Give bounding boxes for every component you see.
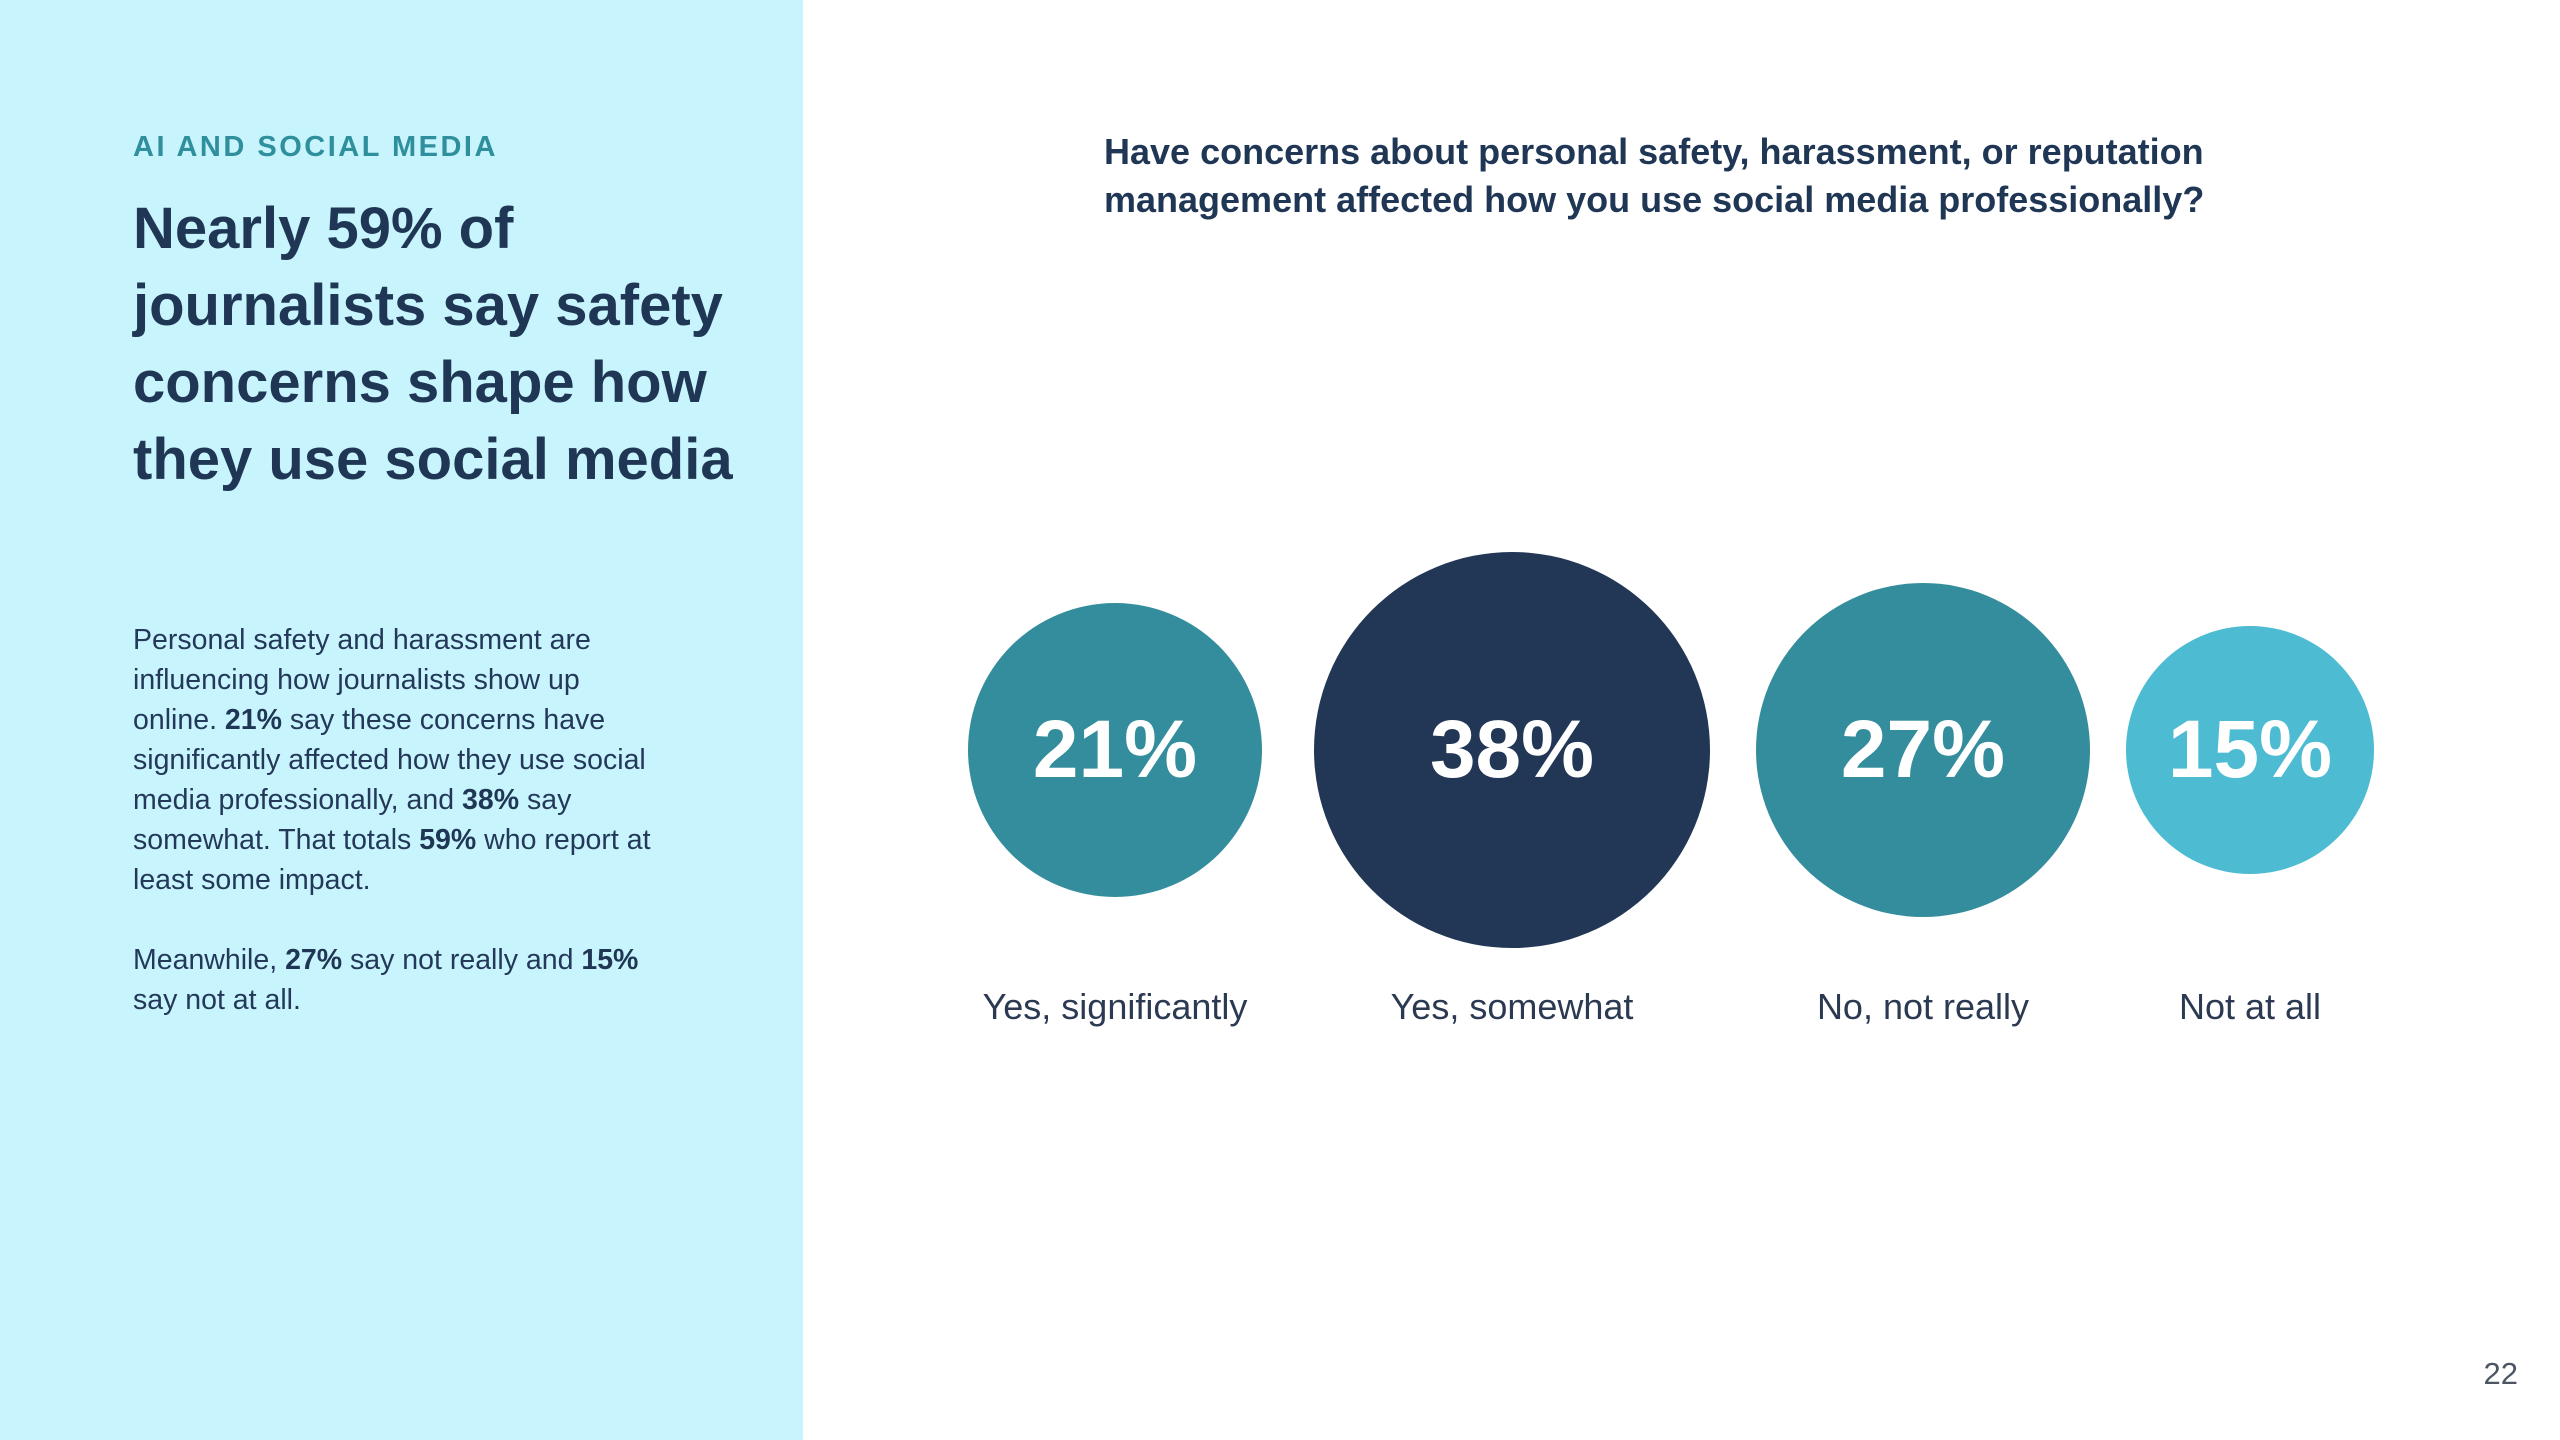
bubble-yes-significantly: 21% <box>967 602 1263 898</box>
body-stat: 59% <box>419 824 477 856</box>
body-text: say these concerns have significantly af… <box>133 704 646 816</box>
bubble-value-label: 21% <box>1032 703 1198 795</box>
body-text: Personal safety and harassment are influ… <box>133 624 591 736</box>
section-label: AI AND SOCIAL MEDIA <box>133 131 498 163</box>
bubble-value-label: 27% <box>1840 703 2006 795</box>
body-text: say not at all. <box>133 984 301 1016</box>
body-text: say not really and <box>342 944 582 976</box>
body-stat: 27% <box>285 944 343 976</box>
bubble-value-label: 15% <box>2167 703 2333 795</box>
body-copy: Personal safety and harassment are influ… <box>133 620 653 1060</box>
chart-title: Have concerns about personal safety, har… <box>1104 131 2205 220</box>
category-label: Yes, somewhat <box>1390 986 1634 1027</box>
bubble-not-at-all: 15% <box>2125 625 2375 875</box>
body-stat: 38% <box>462 784 520 816</box>
category-label: No, not really <box>1816 986 2030 1027</box>
body-paragraph-2: Meanwhile, 27% say not really and 15% sa… <box>133 940 653 1020</box>
page-title: Nearly 59% of journalists say safety con… <box>133 196 733 492</box>
bubble-yes-somewhat: 38% <box>1314 552 1710 948</box>
bubble-value-label: 38% <box>1429 704 1595 795</box>
body-paragraph-1: Personal safety and harassment are influ… <box>133 620 653 900</box>
body-text: who report at least some impact. <box>133 824 651 896</box>
category-label: Not at all <box>2178 986 2322 1027</box>
bubble-no-not-really: 27% <box>1756 583 2090 917</box>
left-panel: AI AND SOCIAL MEDIA Nearly 59% of journa… <box>0 0 803 1440</box>
body-text: Meanwhile, <box>133 944 286 976</box>
body-stat: 21% <box>224 704 282 736</box>
category-label: Yes, significantly <box>982 986 1248 1027</box>
body-text: say somewhat. That totals <box>133 784 572 856</box>
body-stat: 15% <box>581 944 639 976</box>
page-number: 22 <box>2483 1356 2518 1391</box>
